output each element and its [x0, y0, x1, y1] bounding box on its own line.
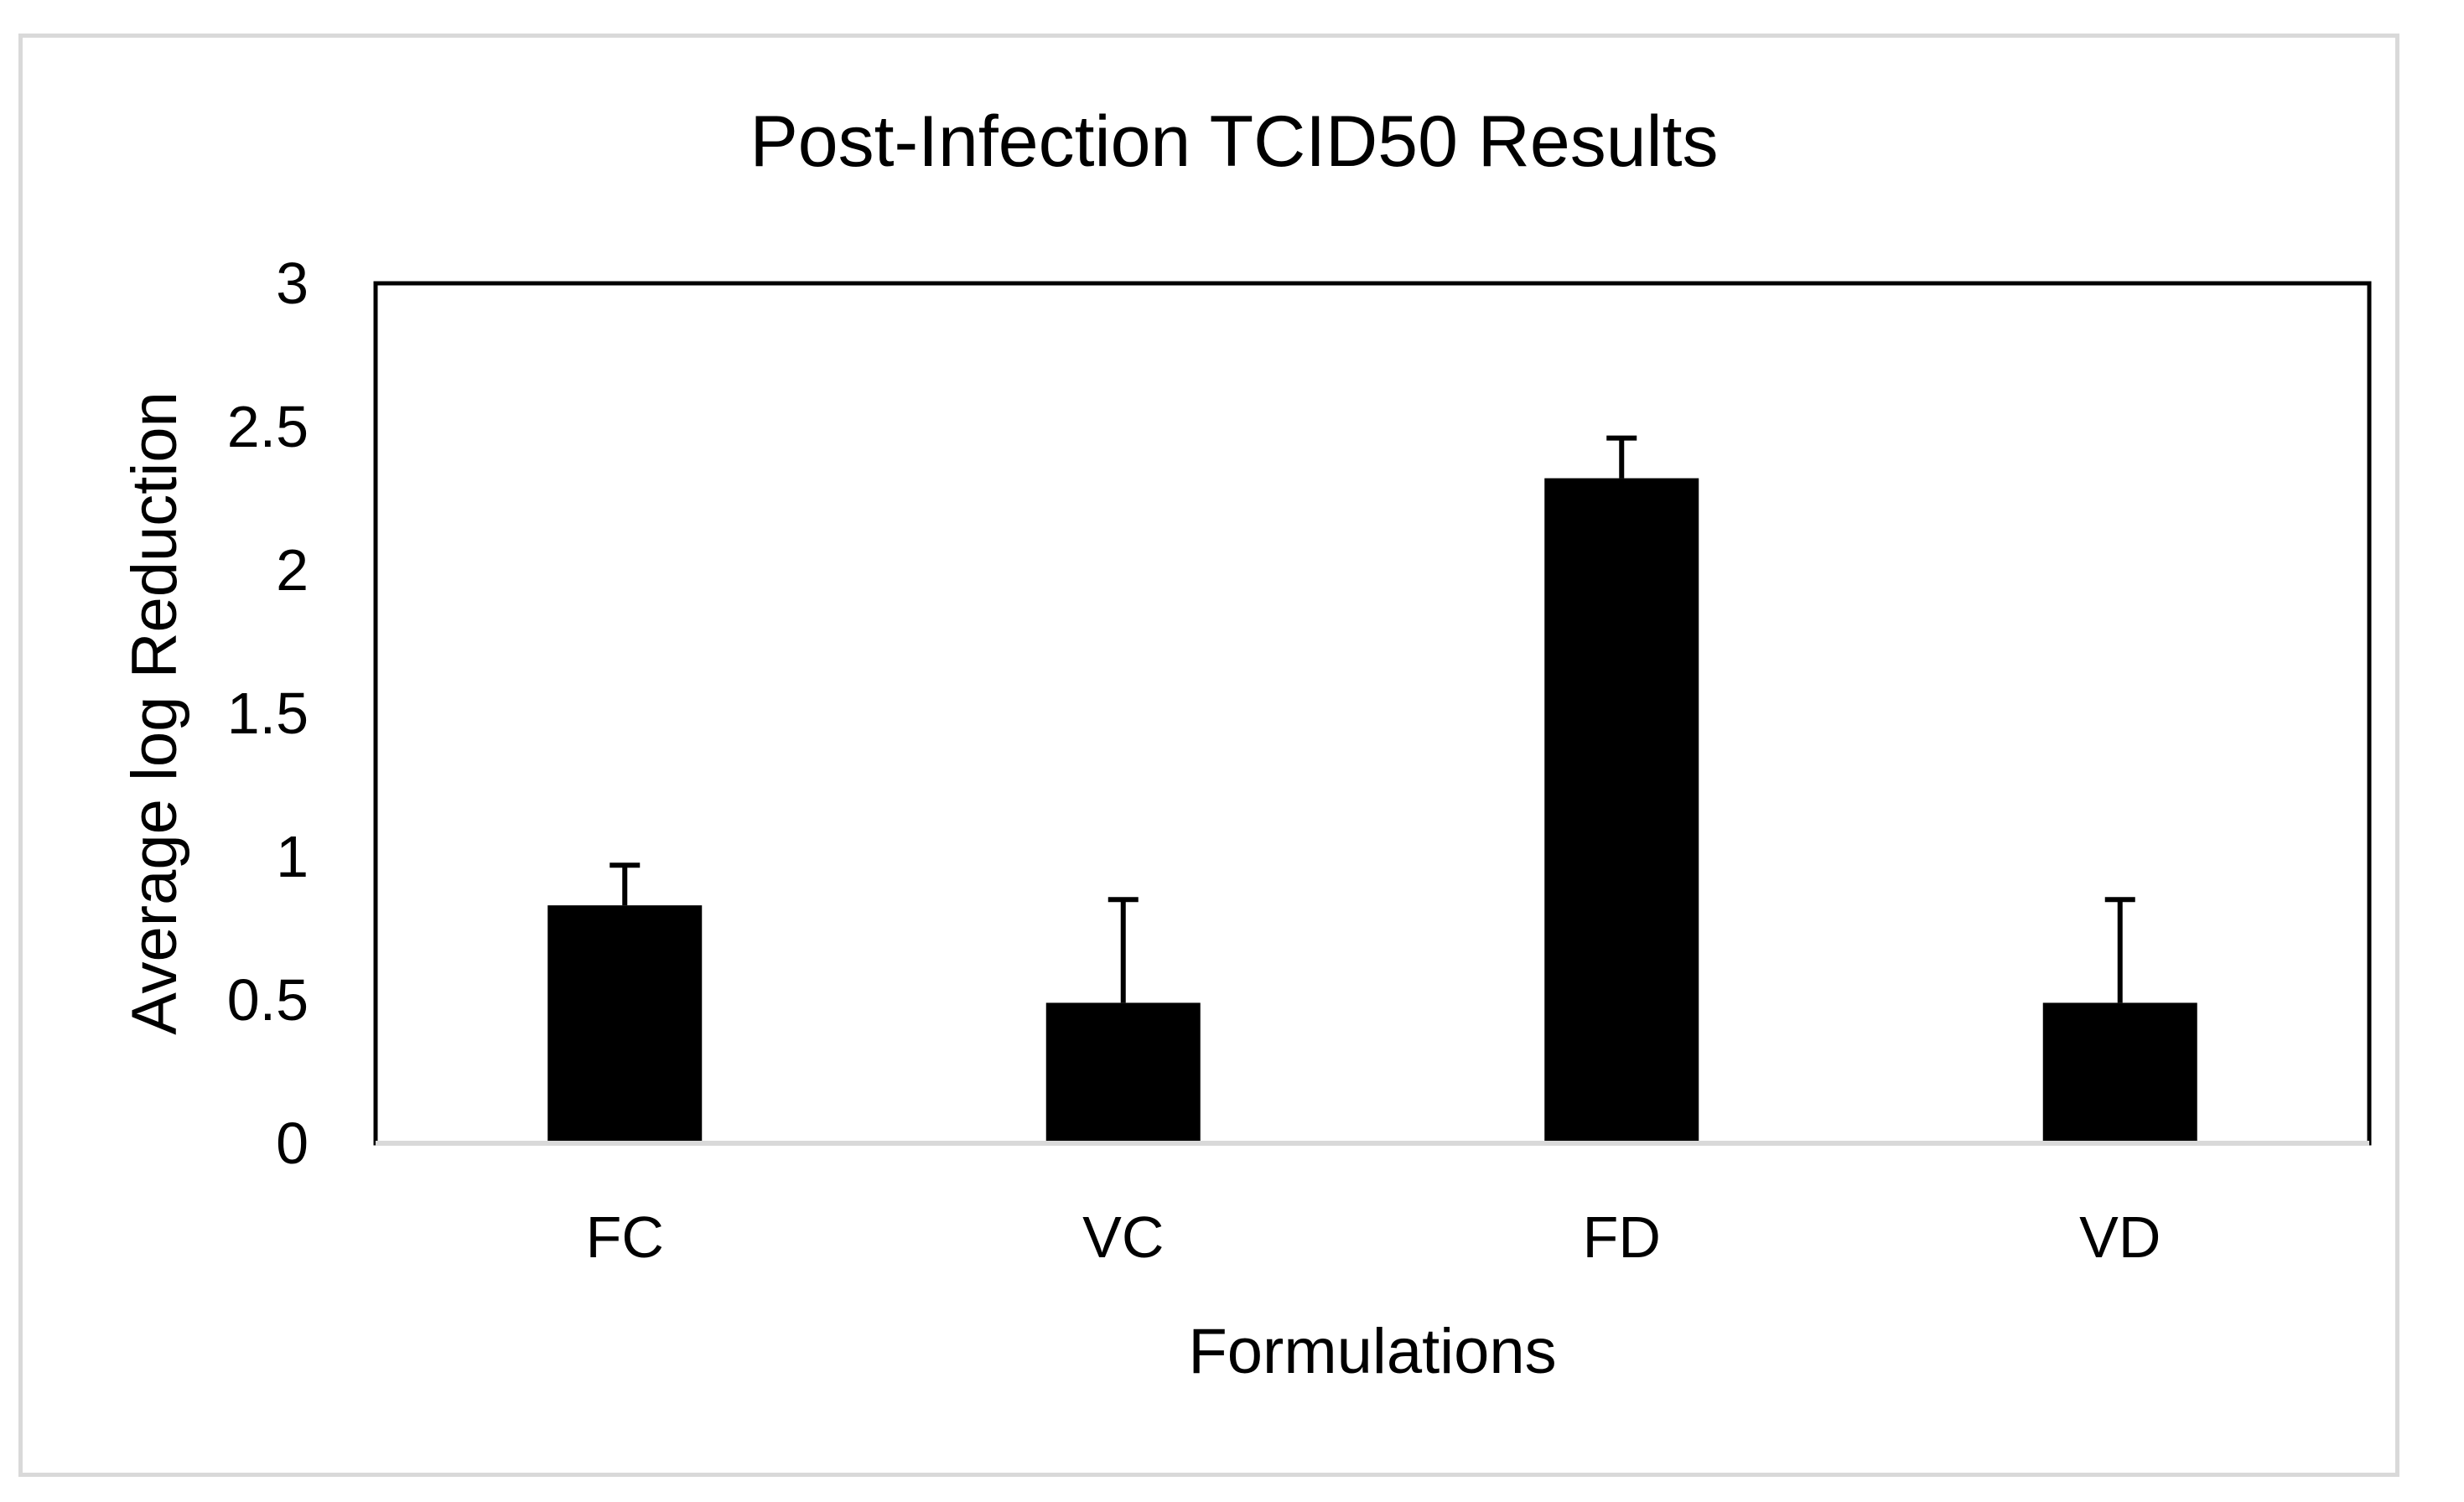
x-tick-label: FC [586, 1204, 664, 1270]
x-tick-label: VC [1082, 1204, 1164, 1270]
x-axis-title: Formulations [1188, 1316, 1556, 1387]
y-tick-label: 2.5 [227, 394, 309, 459]
y-tick-label: 1 [276, 824, 309, 889]
chart-title: Post-Infection TCID50 Results [750, 101, 1718, 182]
bars [547, 478, 2197, 1143]
error-bars [610, 435, 2135, 1003]
x-tick-label: VD [2079, 1204, 2161, 1270]
error-bar-fc [610, 862, 641, 906]
y-tick-label: 0 [276, 1111, 309, 1176]
error-bar-fd [1606, 435, 1637, 479]
error-bar-vc [1108, 897, 1139, 1003]
bar-vc [1045, 1002, 1201, 1143]
y-tick-label: 2 [276, 537, 309, 603]
y-axis-ticks: 0 0.5 1 1.5 2 2.5 3 [227, 251, 309, 1176]
x-axis-ticks: FC VC FD VD [586, 1204, 2161, 1270]
y-tick-label: 0.5 [227, 967, 309, 1033]
bar-vd [2042, 1002, 2197, 1143]
x-tick-label: FD [1583, 1204, 1661, 1270]
y-tick-label: 1.5 [227, 681, 309, 746]
chart-frame [18, 34, 2399, 1477]
bar-fc [547, 905, 703, 1143]
y-tick-label: 3 [276, 251, 309, 316]
bar-fd [1544, 478, 1699, 1143]
error-bar-vd [2104, 897, 2135, 1003]
y-axis-title: Average log Reduction [119, 391, 190, 1035]
